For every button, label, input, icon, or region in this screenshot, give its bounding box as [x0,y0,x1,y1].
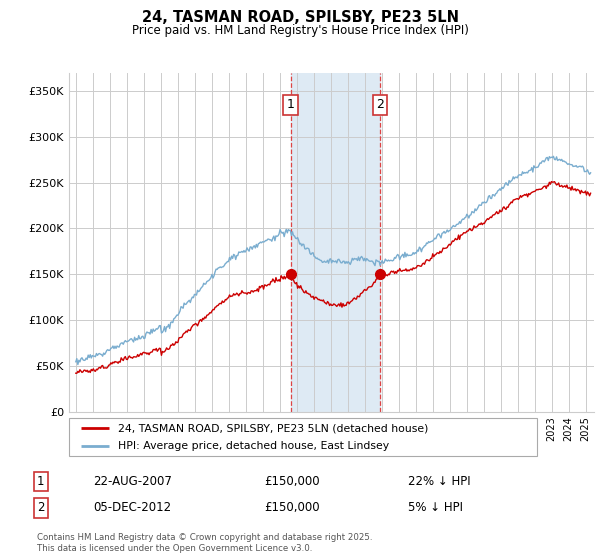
Text: HPI: Average price, detached house, East Lindsey: HPI: Average price, detached house, East… [118,441,389,451]
Text: Price paid vs. HM Land Registry's House Price Index (HPI): Price paid vs. HM Land Registry's House … [131,24,469,36]
Text: 05-DEC-2012: 05-DEC-2012 [93,501,171,515]
Text: 1: 1 [287,99,295,111]
Text: Contains HM Land Registry data © Crown copyright and database right 2025.
This d: Contains HM Land Registry data © Crown c… [37,533,373,553]
Text: £150,000: £150,000 [264,475,320,488]
Text: 22-AUG-2007: 22-AUG-2007 [93,475,172,488]
Text: 24, TASMAN ROAD, SPILSBY, PE23 5LN: 24, TASMAN ROAD, SPILSBY, PE23 5LN [142,10,458,25]
Text: 24, TASMAN ROAD, SPILSBY, PE23 5LN (detached house): 24, TASMAN ROAD, SPILSBY, PE23 5LN (deta… [118,423,428,433]
Text: 2: 2 [376,99,384,111]
Bar [290,73,380,412]
Text: 1: 1 [37,475,44,488]
Text: 22% ↓ HPI: 22% ↓ HPI [408,475,470,488]
Text: 5% ↓ HPI: 5% ↓ HPI [408,501,463,515]
Text: £150,000: £150,000 [264,501,320,515]
FancyBboxPatch shape [69,418,537,456]
Text: 2: 2 [37,501,44,515]
